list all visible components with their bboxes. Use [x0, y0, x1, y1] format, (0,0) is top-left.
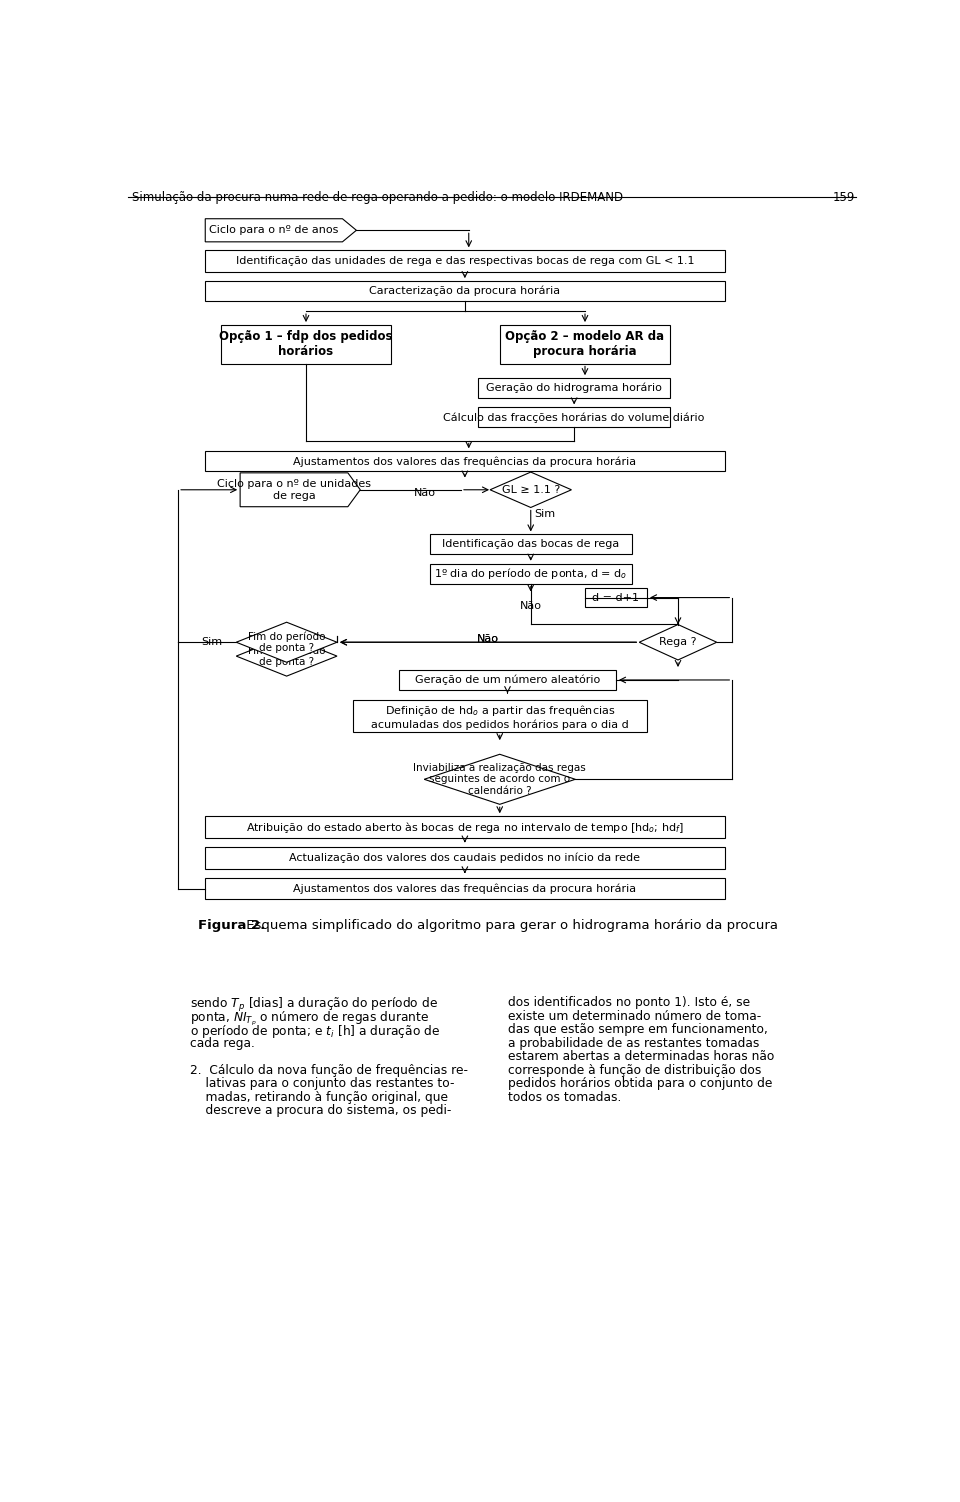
- Text: Ajustamentos dos valores das frequências da procura horária: Ajustamentos dos valores das frequências…: [294, 457, 636, 467]
- Text: Actualização dos valores dos caudais pedidos no início da rede: Actualização dos valores dos caudais ped…: [289, 853, 640, 864]
- Text: lativas para o conjunto das restantes to-: lativas para o conjunto das restantes to…: [190, 1077, 454, 1090]
- Text: Geração do hidrograma horário: Geração do hidrograma horário: [486, 383, 662, 394]
- Text: Não: Não: [477, 634, 499, 644]
- Text: estarem abertas a determinadas horas não: estarem abertas a determinadas horas não: [508, 1050, 774, 1063]
- Text: Identificação das bocas de rega: Identificação das bocas de rega: [443, 539, 619, 550]
- Text: sendo $T_p$ [dias] a duração do período de: sendo $T_p$ [dias] a duração do período …: [190, 996, 438, 1014]
- Polygon shape: [205, 219, 356, 242]
- Text: Fim do período
de ponta ?: Fim do período de ponta ?: [248, 631, 325, 653]
- Bar: [585, 589, 647, 607]
- Text: das que estão sempre em funcionamento,: das que estão sempre em funcionamento,: [508, 1023, 767, 1036]
- Polygon shape: [236, 635, 337, 676]
- Text: Definição de hd$_o$ a partir das frequências
acumuladas dos pedidos horários par: Definição de hd$_o$ a partir das frequên…: [371, 703, 629, 730]
- Text: Cálculo das fracções horárias do volume diário: Cálculo das fracções horárias do volume …: [444, 412, 705, 422]
- Text: pedidos horários obtida para o conjunto de: pedidos horários obtida para o conjunto …: [508, 1077, 772, 1090]
- Text: 1º dia do período de ponta, d = d$_o$: 1º dia do período de ponta, d = d$_o$: [434, 566, 627, 581]
- Text: Ciclo para o nº de anos: Ciclo para o nº de anos: [209, 225, 339, 236]
- Text: Figura 2.: Figura 2.: [198, 919, 265, 933]
- Text: Caracterização da procura horária: Caracterização da procura horária: [370, 285, 561, 296]
- Text: Sim: Sim: [202, 637, 223, 647]
- Bar: [478, 379, 670, 398]
- Text: todos os tomadas.: todos os tomadas.: [508, 1090, 621, 1104]
- Text: madas, retirando à função original, que: madas, retirando à função original, que: [190, 1090, 447, 1104]
- Text: a probabilidade de as restantes tomadas: a probabilidade de as restantes tomadas: [508, 1036, 758, 1050]
- Text: Não: Não: [414, 488, 436, 497]
- Text: d = d+1: d = d+1: [592, 593, 639, 602]
- Bar: [399, 670, 616, 689]
- Text: existe um determinado número de toma-: existe um determinado número de toma-: [508, 1009, 760, 1023]
- Text: ponta, $NI_{T_p}$ o número de regas durante: ponta, $NI_{T_p}$ o número de regas dura…: [190, 1009, 429, 1027]
- Bar: [205, 816, 725, 838]
- Bar: [205, 281, 725, 300]
- Text: corresponde à função de distribuição dos: corresponde à função de distribuição dos: [508, 1063, 761, 1077]
- Text: Inviabiliza a realização das regas
seguintes de acordo com o
calendário ?: Inviabiliza a realização das regas segui…: [414, 763, 587, 796]
- Text: Fim do período
de ponta ?: Fim do período de ponta ?: [248, 644, 325, 667]
- Bar: [205, 877, 725, 900]
- Text: dos identificados no ponto 1). Isto é, se: dos identificados no ponto 1). Isto é, s…: [508, 996, 750, 1009]
- Text: Opção 2 – modelo AR da
procura horária: Opção 2 – modelo AR da procura horária: [505, 330, 664, 359]
- Bar: [205, 251, 725, 272]
- Bar: [205, 451, 725, 472]
- Text: 2.  Cálculo da nova função de frequências re-: 2. Cálculo da nova função de frequências…: [190, 1063, 468, 1077]
- Text: Rega ?: Rega ?: [660, 637, 697, 647]
- Text: Geração de um número aleatório: Geração de um número aleatório: [415, 674, 600, 685]
- Bar: [205, 847, 725, 868]
- Bar: [430, 535, 632, 554]
- Text: Ajustamentos dos valores das frequências da procura horária: Ajustamentos dos valores das frequências…: [294, 883, 636, 894]
- Text: cada rega.: cada rega.: [190, 1036, 254, 1050]
- Text: Sim: Sim: [534, 509, 555, 518]
- Text: Identificação das unidades de rega e das respectivas bocas de rega com GL < 1.1: Identificação das unidades de rega e das…: [235, 255, 694, 266]
- Bar: [352, 700, 647, 733]
- Text: Não: Não: [519, 601, 541, 611]
- Polygon shape: [639, 625, 717, 659]
- Text: Ciclo para o nº de unidades
de rega: Ciclo para o nº de unidades de rega: [217, 479, 371, 500]
- Bar: [430, 563, 632, 584]
- Text: Não: Não: [477, 634, 499, 644]
- Polygon shape: [424, 754, 575, 805]
- Text: 159: 159: [832, 191, 854, 204]
- Bar: [478, 407, 670, 428]
- Text: Esquema simplificado do algoritmo para gerar o hidrograma horário da procura: Esquema simplificado do algoritmo para g…: [243, 919, 779, 933]
- Text: descreve a procura do sistema, os pedi-: descreve a procura do sistema, os pedi-: [190, 1104, 451, 1117]
- Text: Opção 1 – fdp dos pedidos
horários: Opção 1 – fdp dos pedidos horários: [219, 330, 393, 359]
- Bar: [221, 324, 392, 363]
- Polygon shape: [240, 473, 360, 506]
- Polygon shape: [490, 472, 571, 508]
- Bar: [500, 324, 670, 363]
- Text: GL ≥ 1.1 ?: GL ≥ 1.1 ?: [502, 485, 560, 494]
- Text: Atribuição do estado aberto às bocas de rega no intervalo de tempo [hd$_o$; hd$_: Atribuição do estado aberto às bocas de …: [246, 820, 684, 835]
- Polygon shape: [236, 622, 337, 662]
- Text: Simulação da procura numa rede de rega operando a pedido: o modelo IRDEMAND: Simulação da procura numa rede de rega o…: [132, 191, 623, 204]
- Text: o período de ponta; e $t_i$ [h] a duração de: o período de ponta; e $t_i$ [h] a duraçã…: [190, 1023, 440, 1041]
